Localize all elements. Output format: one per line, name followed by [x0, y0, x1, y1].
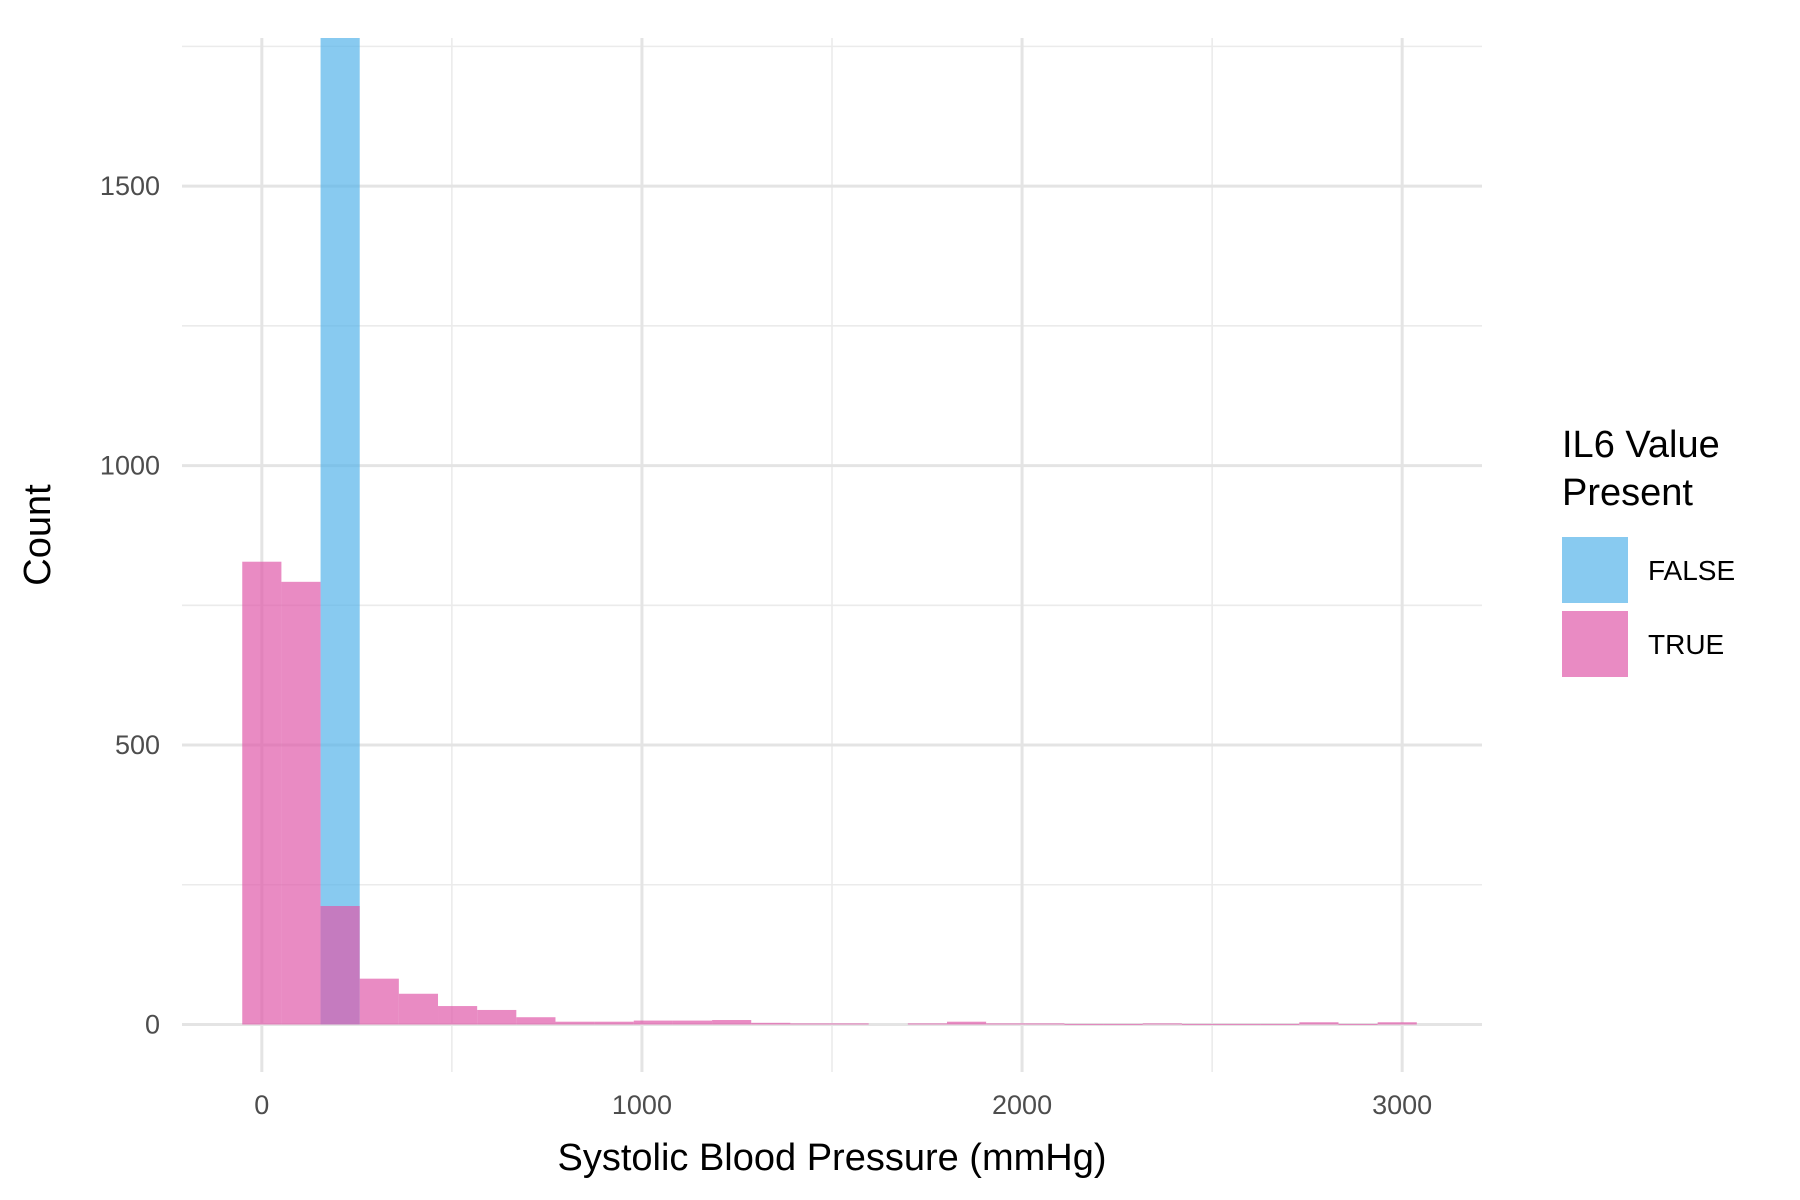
- bar-true: [594, 1021, 634, 1025]
- bar-true: [1025, 1023, 1065, 1025]
- bar-true: [829, 1023, 869, 1025]
- bar-true: [672, 1020, 713, 1025]
- legend-label-true: TRUE: [1648, 629, 1724, 660]
- bar-true: [477, 1009, 517, 1025]
- bar-true: [1338, 1023, 1378, 1025]
- grid-minor: [182, 38, 1482, 1072]
- bar-true: [359, 978, 399, 1025]
- legend-title-line-1: IL6 Value: [1562, 424, 1720, 466]
- bar-true: [1142, 1023, 1182, 1025]
- bar-true: [1299, 1022, 1339, 1025]
- bar-true: [516, 1017, 556, 1025]
- bar-true: [1377, 1022, 1417, 1025]
- x-tick-label: 0: [254, 1090, 269, 1120]
- legend-title-line-2: Present: [1562, 472, 1693, 514]
- x-tick-label: 1000: [612, 1090, 672, 1120]
- bar-true: [1221, 1023, 1261, 1025]
- y-axis-title: Count: [17, 484, 59, 586]
- bar-true: [633, 1020, 673, 1025]
- bar-true: [946, 1021, 987, 1025]
- bar-true: [438, 1006, 478, 1025]
- bar-true: [907, 1023, 947, 1025]
- legend-key-false: [1562, 537, 1628, 603]
- legend-key-true: [1562, 611, 1628, 677]
- grid-major: [182, 38, 1482, 1072]
- bar-true: [1260, 1023, 1300, 1025]
- x-tick-label: 3000: [1372, 1090, 1432, 1120]
- bar-true: [555, 1021, 595, 1025]
- x-axis-title: Systolic Blood Pressure (mmHg): [557, 1137, 1106, 1179]
- bar-true: [712, 1020, 752, 1025]
- bar-true: [320, 906, 360, 1025]
- legend: IL6 Value Present FALSE TRUE: [1562, 424, 1735, 677]
- bar-true: [751, 1022, 791, 1025]
- y-tick-label: 500: [115, 730, 160, 760]
- bar-true: [1103, 1023, 1143, 1025]
- x-tick-label: 2000: [992, 1090, 1052, 1120]
- y-tick-label: 1500: [100, 171, 160, 201]
- bar-true: [281, 581, 321, 1025]
- histogram-bars: [242, 38, 1417, 1025]
- bar-true: [1064, 1023, 1104, 1025]
- legend-label-false: FALSE: [1648, 555, 1735, 586]
- bar-false: [320, 38, 360, 1025]
- bar-true: [986, 1023, 1026, 1025]
- x-tick-labels: 0 1000 2000 3000: [254, 1090, 1432, 1120]
- y-tick-labels: 0 500 1000 1500: [100, 171, 160, 1039]
- bar-true: [790, 1023, 830, 1025]
- y-tick-label: 0: [145, 1009, 160, 1039]
- y-tick-label: 1000: [100, 451, 160, 481]
- bar-true: [398, 993, 439, 1025]
- bar-true: [1181, 1023, 1222, 1025]
- bar-true: [242, 561, 282, 1025]
